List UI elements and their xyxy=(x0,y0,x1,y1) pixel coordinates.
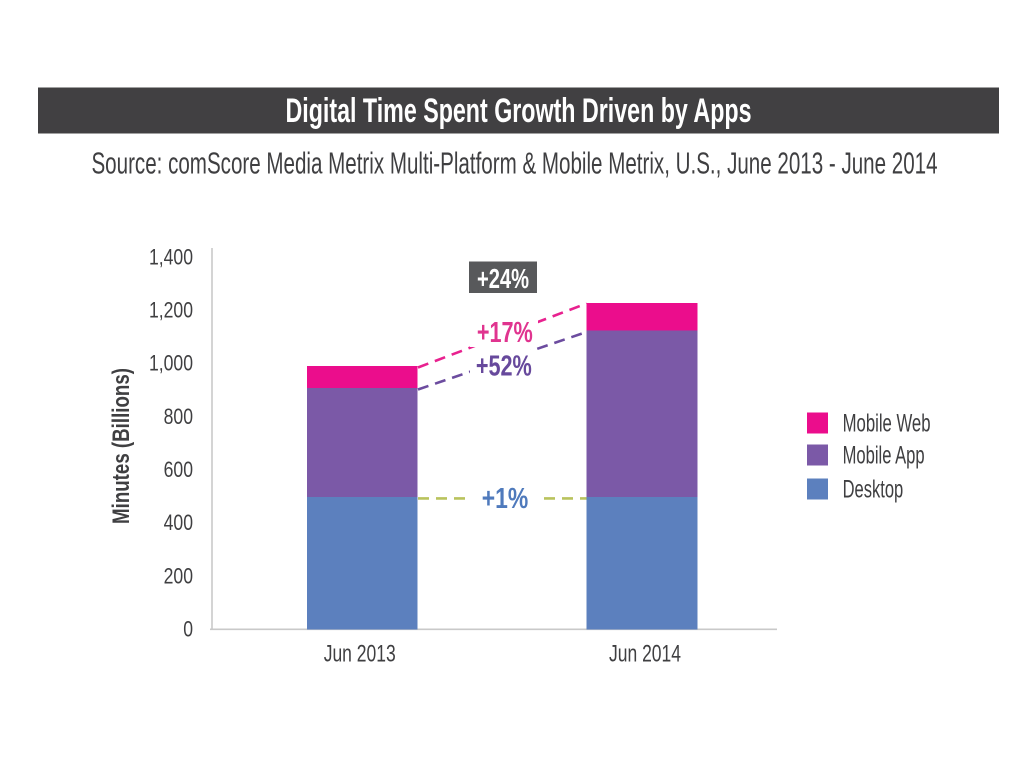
svg-text:+24%: +24% xyxy=(477,264,529,295)
svg-text:0: 0 xyxy=(183,618,193,642)
svg-text:1,400: 1,400 xyxy=(149,246,193,270)
svg-text:+17%: +17% xyxy=(477,317,533,349)
svg-text:Mobile App: Mobile App xyxy=(843,442,925,469)
svg-text:+52%: +52% xyxy=(476,351,532,383)
svg-text:Desktop: Desktop xyxy=(843,476,904,503)
svg-text:Mobile Web: Mobile Web xyxy=(843,409,931,437)
svg-text:1,200: 1,200 xyxy=(149,299,193,323)
svg-text:Digital Time Spent Growth Driv: Digital Time Spent Growth Driven by Apps xyxy=(285,91,751,130)
svg-text:Jun 2014: Jun 2014 xyxy=(609,641,681,667)
svg-text:400: 400 xyxy=(164,511,193,535)
svg-text:800: 800 xyxy=(164,405,193,429)
svg-text:1,000: 1,000 xyxy=(149,352,193,376)
svg-text:200: 200 xyxy=(164,565,193,589)
svg-text:600: 600 xyxy=(164,458,193,482)
svg-text:Jun 2013: Jun 2013 xyxy=(324,641,396,667)
svg-text:Source: comScore Media Metrix: Source: comScore Media Metrix Multi-Plat… xyxy=(91,145,937,180)
svg-text:+1%: +1% xyxy=(482,481,528,514)
svg-text:Minutes (Billions): Minutes (Billions) xyxy=(108,368,135,524)
